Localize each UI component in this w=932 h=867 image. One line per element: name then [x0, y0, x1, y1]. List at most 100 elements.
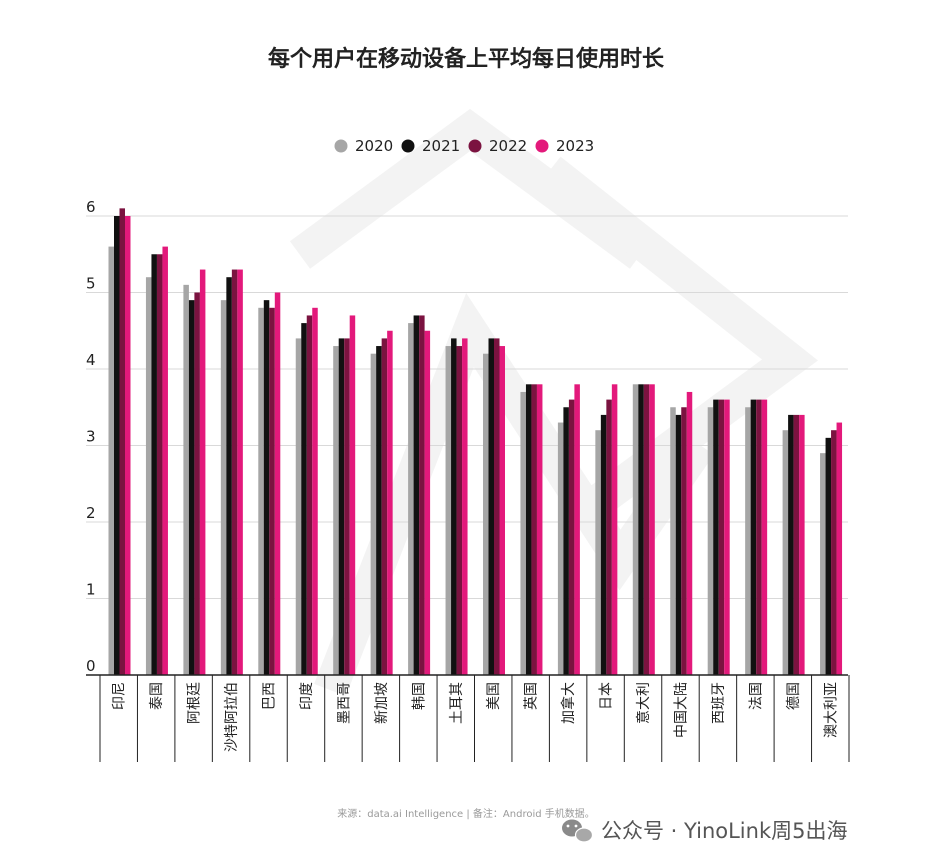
x-tick-label: 意大利 [635, 682, 652, 724]
bar-2022 [156, 254, 163, 675]
bar-2023 [536, 384, 543, 675]
bar-2021 [376, 346, 382, 675]
x-tick-label: 加拿大 [560, 682, 577, 724]
bar-2020 [408, 323, 414, 675]
bar-2022 [643, 384, 650, 675]
bar-2020 [445, 346, 452, 675]
legend-item-2022: 2022 [468, 137, 527, 155]
bar-2021 [750, 399, 757, 675]
x-tick-label: 西班牙 [711, 682, 727, 724]
bar-2023 [761, 399, 768, 675]
bar-2023 [424, 330, 431, 675]
bar-2023 [686, 391, 693, 675]
bar-2022 [531, 384, 537, 675]
bar-2021 [338, 338, 345, 675]
bar-2023 [649, 384, 655, 675]
bar-2023 [836, 422, 843, 675]
legend-marker [468, 139, 482, 153]
y-tick-label: 3 [86, 428, 96, 446]
bar-2021 [114, 216, 120, 675]
bar-2021 [675, 414, 682, 675]
x-axis [86, 674, 850, 762]
bar-2023 [199, 269, 206, 675]
bar-2021 [600, 414, 607, 675]
bar-2020 [782, 430, 789, 675]
y-axis-ticks: 0 1 2 3 4 5 6 [86, 198, 96, 675]
x-tick-label: 巴西 [262, 682, 278, 710]
bar-2023 [162, 246, 168, 675]
legend-item-2021: 2021 [401, 137, 460, 155]
bar-2020 [745, 407, 751, 675]
bar-2022 [306, 315, 313, 675]
x-tick-label: 日本 [599, 682, 615, 710]
bar-2022 [831, 430, 837, 675]
bar-2022 [381, 338, 388, 675]
legend-marker [401, 139, 415, 153]
bar-2022 [718, 399, 725, 675]
bar-2021 [825, 437, 832, 675]
bar-2022 [119, 208, 125, 675]
x-tick-label: 德国 [786, 682, 802, 710]
bar-2023 [799, 414, 805, 675]
bar-2020 [145, 277, 152, 675]
legend-label: 2023 [556, 137, 594, 155]
watermark: 公众号 · YinoLink周5出海 [562, 819, 847, 843]
bar-2023 [312, 307, 318, 675]
bar-2022 [494, 338, 500, 675]
y-tick-label: 4 [86, 351, 96, 369]
bar-2022 [606, 399, 612, 675]
bar-2022 [793, 414, 800, 675]
bar-2022 [456, 346, 463, 675]
bar-2020 [183, 284, 189, 675]
x-tick-label: 新加坡 [374, 682, 390, 724]
bar-2020 [220, 300, 227, 675]
wechat-icon [562, 819, 594, 843]
bar-2020 [520, 391, 526, 675]
bar-2022 [756, 399, 762, 675]
bar-2022 [231, 269, 238, 675]
bar-2021 [563, 407, 569, 675]
legend-marker [334, 139, 348, 153]
bar-2021 [488, 338, 494, 675]
bar-2023 [387, 330, 393, 675]
bar-2022 [269, 307, 275, 675]
bar-2021 [301, 323, 307, 675]
legend: 2020 2021 2022 2023 [334, 137, 594, 155]
bar-2023 [274, 292, 281, 675]
bar-2023 [462, 338, 468, 675]
y-tick-label: 0 [86, 657, 96, 675]
x-axis-labels: 印尼 泰国 阿根廷 沙特阿拉伯 巴西 印度 墨西哥 新加坡 韩国 土耳其 美国 英国 加拿大 日本 意大利 中… [112, 682, 840, 752]
watermark-text: 公众号 · YinoLink周5出海 [601, 819, 847, 843]
bar-2022 [568, 399, 575, 675]
x-tick-label: 澳大利亚 [823, 682, 839, 738]
bar-2021 [638, 384, 644, 675]
bars [108, 208, 843, 675]
bar-2021 [451, 338, 457, 675]
x-tick-label: 阿根廷 [187, 682, 203, 724]
chart-title: 每个用户在移动设备上平均每日使用时长 [268, 46, 665, 72]
bar-2020 [595, 430, 601, 675]
bar-2021 [525, 384, 532, 675]
bar-2020 [108, 246, 114, 675]
x-tick-label: 印尼 [112, 682, 128, 710]
bar-2020 [483, 353, 489, 675]
bar-2023 [574, 384, 580, 675]
bar-2020 [295, 338, 302, 675]
x-tick-label: 法国 [748, 682, 764, 710]
y-tick-label: 1 [86, 581, 96, 599]
x-tick-label: 美国 [486, 682, 502, 710]
source-note: 来源：data.ai Intelligence | 备注：Android 手机数… [337, 807, 595, 820]
bar-2020 [670, 407, 676, 675]
legend-label: 2021 [422, 137, 460, 155]
bar-2023 [724, 399, 730, 675]
y-tick-label: 6 [86, 198, 96, 216]
x-tick-label: 中国大陆 [674, 682, 690, 738]
bar-2022 [194, 292, 200, 675]
bar-2022 [419, 315, 425, 675]
bar-2020 [707, 407, 714, 675]
y-tick-label: 5 [86, 275, 96, 293]
bar-2020 [370, 353, 377, 675]
bar-2023 [237, 269, 243, 675]
legend-label: 2022 [489, 137, 527, 155]
